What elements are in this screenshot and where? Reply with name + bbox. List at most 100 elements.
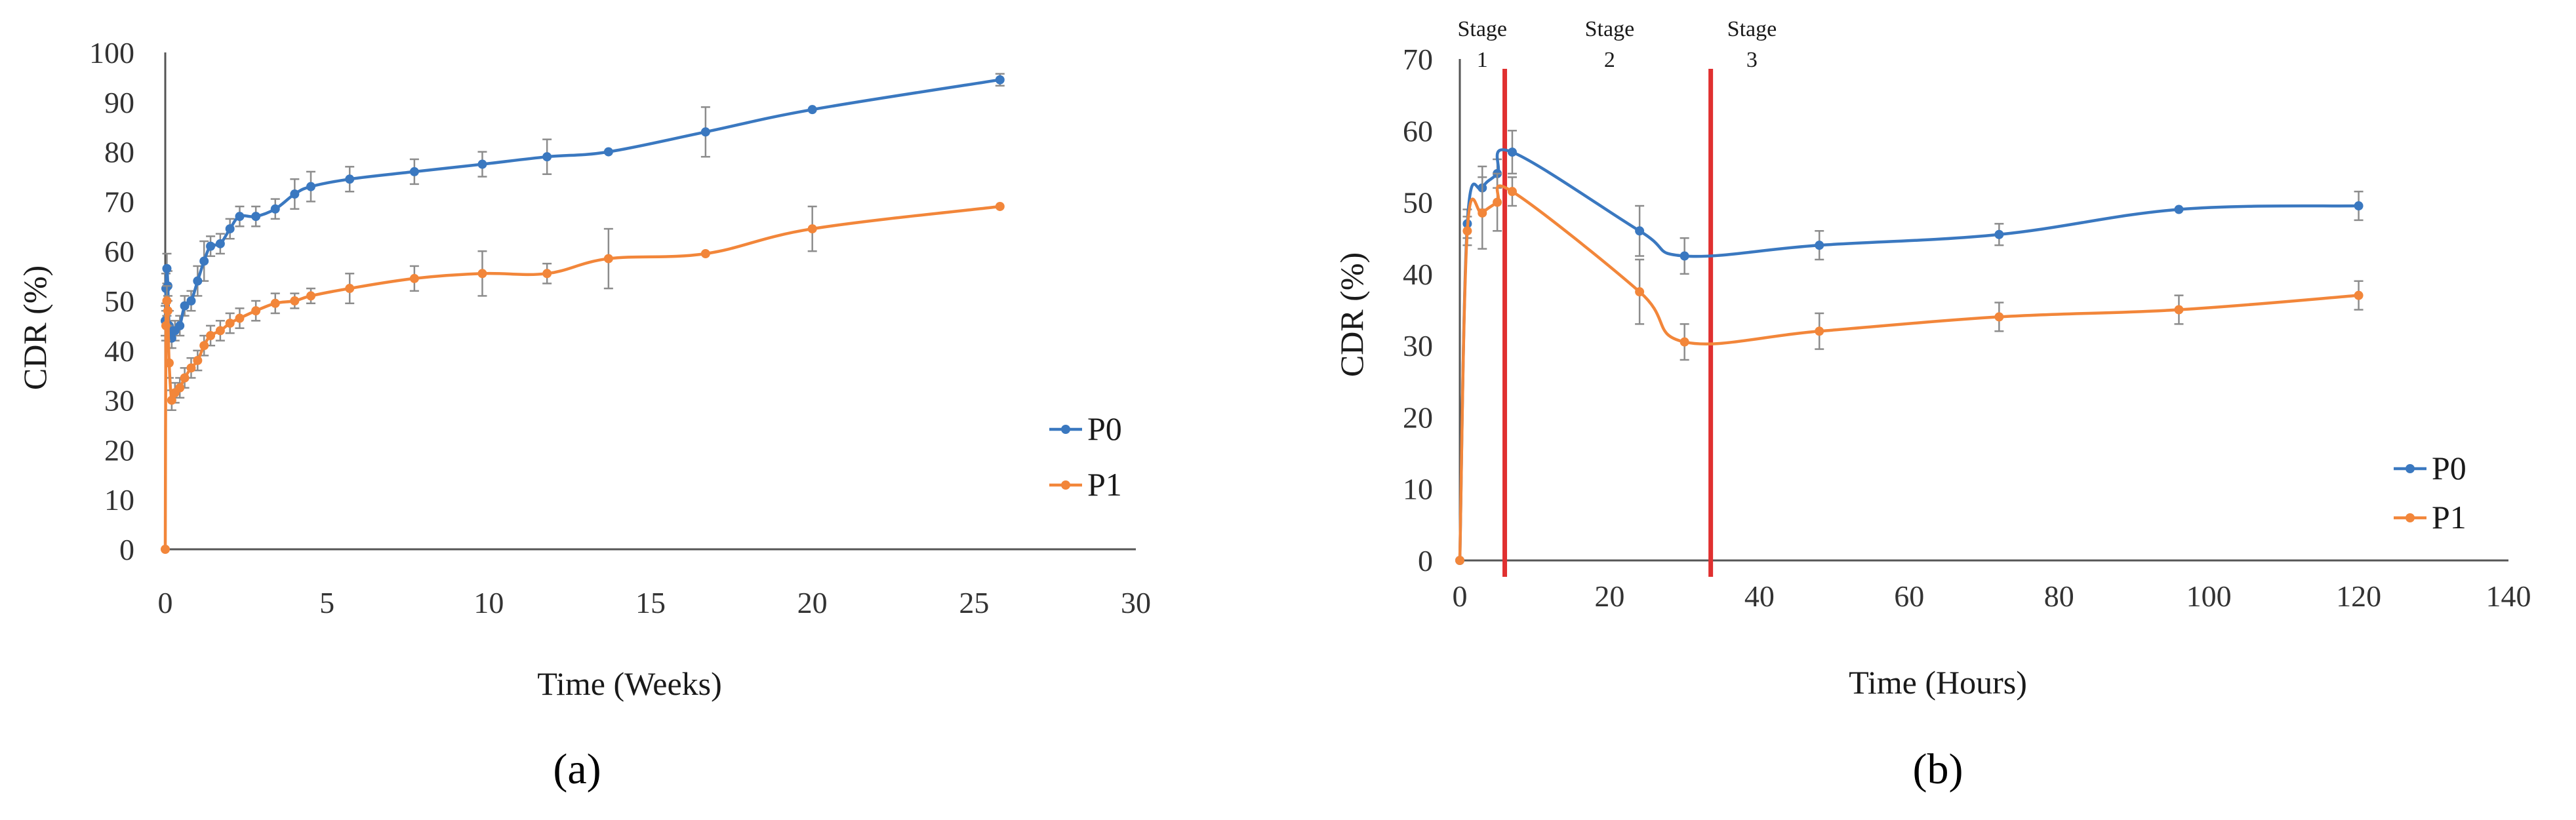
- stage-label-number: 1: [1477, 48, 1488, 72]
- data-point: [1635, 226, 1645, 236]
- y-axis-title-a: CDR (%): [16, 265, 53, 390]
- data-point: [235, 212, 245, 222]
- x-tick-labels-b: 0 20 40 60 80 100 120 140: [1453, 579, 2531, 613]
- y-axis-title-b: CDR (%): [1333, 252, 1370, 377]
- legend-swatch-marker: [1061, 480, 1070, 490]
- stage-label-word: Stage: [1727, 17, 1777, 41]
- data-point: [162, 296, 172, 305]
- legend-item-p0: P0: [1049, 410, 1122, 447]
- data-point: [215, 326, 225, 336]
- series-a: [161, 73, 1005, 554]
- x-tick-label: 20: [1594, 579, 1624, 613]
- x-axis-title-b: Time (Hours): [1849, 664, 2027, 701]
- data-point: [306, 291, 315, 301]
- y-tick-labels-a: 0 10 20 30 40 50 60 70 80 90 100: [89, 36, 134, 566]
- legend-swatch-marker: [2405, 513, 2415, 522]
- data-point: [1462, 226, 1472, 236]
- legend-swatch-marker: [2405, 464, 2415, 473]
- stage-label: Stage 1: [1457, 17, 1507, 72]
- data-point: [2174, 205, 2184, 214]
- stage-label-word: Stage: [1457, 17, 1507, 41]
- data-point: [2354, 290, 2364, 300]
- data-point: [180, 301, 190, 311]
- data-point: [199, 256, 209, 266]
- data-point: [1478, 208, 1487, 218]
- series-p0: [1455, 130, 2364, 565]
- data-point: [477, 269, 487, 279]
- y-tick-label: 30: [1403, 329, 1433, 362]
- legend-a: P0 P1: [1049, 410, 1122, 503]
- data-point: [542, 269, 552, 279]
- x-tick-label: 60: [1894, 579, 1924, 613]
- y-tick-label: 40: [104, 334, 134, 368]
- data-point: [1507, 187, 1517, 197]
- x-tick-label: 5: [319, 586, 334, 619]
- data-point: [700, 127, 710, 137]
- data-point: [251, 306, 261, 316]
- stage-label: Stage 3: [1727, 17, 1777, 72]
- data-point: [1680, 337, 1689, 347]
- data-point: [206, 241, 216, 251]
- data-point: [167, 395, 176, 405]
- x-tick-label: 25: [959, 586, 989, 619]
- data-point: [409, 166, 419, 176]
- y-tick-label: 10: [104, 483, 134, 517]
- data-point: [186, 363, 196, 373]
- data-point: [162, 264, 172, 273]
- legend-label: P1: [1087, 466, 1122, 503]
- stage-label-number: 2: [1604, 48, 1615, 72]
- series-b: [1455, 130, 2364, 565]
- y-tick-label: 50: [1403, 186, 1433, 220]
- data-point: [345, 174, 355, 184]
- x-axis-title-a: Time (Weeks): [537, 665, 722, 702]
- data-point: [251, 212, 261, 222]
- legend-label: P0: [2432, 450, 2466, 486]
- data-point: [345, 284, 355, 294]
- data-point: [1455, 556, 1464, 565]
- data-point: [180, 373, 190, 383]
- series-p0: [161, 73, 1005, 349]
- x-tick-label: 15: [635, 586, 666, 619]
- x-tick-label: 40: [1744, 579, 1775, 613]
- y-tick-label: 40: [1403, 258, 1433, 291]
- x-tick-label: 140: [2486, 579, 2531, 613]
- data-point: [807, 105, 817, 115]
- y-tick-label: 70: [104, 185, 134, 218]
- legend-item-p1: P1: [1049, 466, 1122, 503]
- data-point: [995, 75, 1005, 85]
- y-tick-label: 10: [1403, 473, 1433, 506]
- chart-panel-a: 0 10 20 30 40 50 60 70 80 90 100 0 5 10 15 20 25 30 CDR …: [16, 36, 1151, 793]
- data-point: [1635, 287, 1645, 297]
- data-point: [193, 276, 203, 286]
- data-point: [164, 358, 174, 368]
- y-tick-label: 20: [104, 433, 134, 467]
- stage-boundaries: [1502, 69, 1714, 577]
- x-tick-label: 10: [473, 586, 504, 619]
- legend-label: P0: [1087, 410, 1122, 447]
- data-point: [1493, 197, 1502, 207]
- data-point: [175, 321, 185, 330]
- y-tick-label: 60: [1403, 114, 1433, 147]
- data-point: [1994, 312, 2004, 322]
- data-point: [409, 273, 419, 283]
- legend-item-p0: P0: [2394, 450, 2466, 486]
- series-p1: [1455, 172, 2364, 565]
- data-point: [306, 182, 315, 191]
- x-tick-label: 0: [158, 586, 173, 619]
- data-point: [225, 224, 235, 234]
- y-tick-label: 80: [104, 136, 134, 169]
- stage-label: Stage 2: [1585, 17, 1635, 72]
- y-tick-label: 100: [89, 36, 134, 69]
- series-p1: [161, 201, 1005, 554]
- y-tick-label: 90: [104, 86, 134, 119]
- series-line: [1458, 184, 2359, 561]
- axes-b: [1459, 59, 2508, 562]
- data-point: [2354, 201, 2364, 211]
- data-point: [163, 306, 172, 316]
- data-point: [215, 239, 225, 248]
- data-point: [175, 383, 185, 393]
- legend-swatch-marker: [1061, 425, 1070, 434]
- y-tick-label: 60: [104, 235, 134, 268]
- y-tick-label: 0: [119, 533, 134, 566]
